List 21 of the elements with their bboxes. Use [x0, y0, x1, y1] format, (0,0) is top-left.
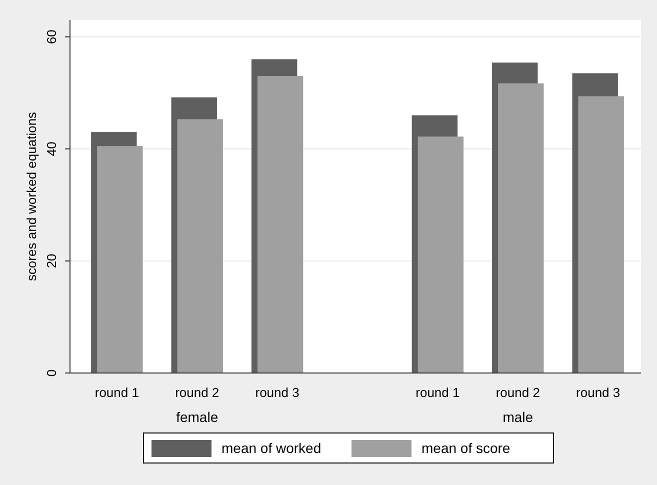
- y-tick-label: 20: [44, 254, 59, 268]
- bar: [177, 119, 223, 373]
- bar: [578, 96, 624, 373]
- y-tick-label: 60: [44, 30, 59, 44]
- bar: [418, 136, 464, 373]
- text: female: [176, 409, 218, 425]
- x-tick-label: round 1: [94, 385, 139, 400]
- y-tick-label: 0: [44, 369, 59, 377]
- bar: [97, 146, 143, 373]
- text: male: [502, 409, 534, 425]
- y-tick-label: 40: [44, 142, 59, 156]
- legend-label: mean of worked: [222, 440, 322, 456]
- bar: [257, 76, 304, 373]
- x-tick-label: round 2: [175, 385, 220, 400]
- legend-label: mean of score: [422, 440, 510, 456]
- y-axis-title: scores and worked equations: [24, 111, 39, 282]
- x-tick-label: round 3: [576, 385, 620, 400]
- bar: [498, 83, 544, 373]
- x-tick-label: round 1: [416, 385, 460, 400]
- x-tick-label: round 3: [255, 385, 300, 400]
- x-tick-label: round 2: [496, 385, 540, 400]
